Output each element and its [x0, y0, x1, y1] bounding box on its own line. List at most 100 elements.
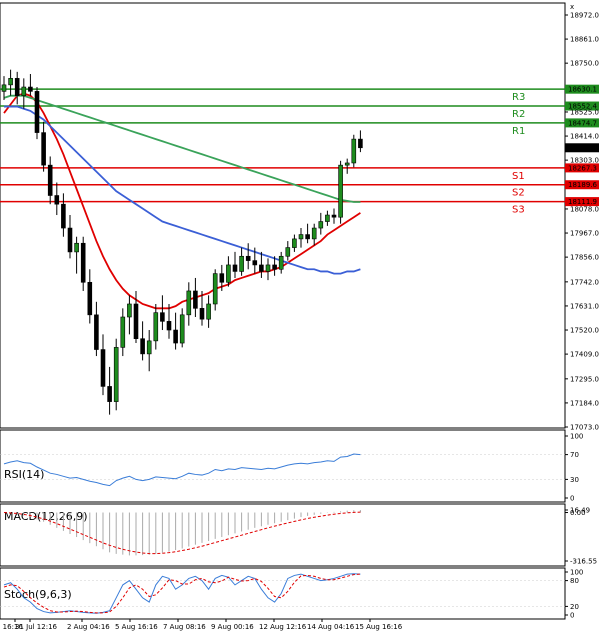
macd-tick-label: 16.49 [570, 507, 590, 515]
candle-body [54, 195, 60, 205]
stoch-k-line [3, 573, 361, 614]
price-tick-label: 18525.0 [570, 108, 599, 116]
candle-body [94, 314, 99, 350]
candle [140, 321, 145, 361]
moving-averages [3, 92, 361, 310]
time-tick-label: 31 Jul 12:16 [15, 623, 58, 631]
candle-body [153, 312, 159, 342]
candle-body [21, 86, 27, 97]
candle [252, 247, 258, 274]
rsi-tick-label: 100 [570, 433, 583, 441]
level-label-s2: S2 [512, 188, 525, 199]
time-tick-label: 12 Aug 12:16 [259, 623, 307, 631]
candle-body [245, 255, 251, 261]
candle-body [331, 214, 337, 218]
candle [278, 251, 284, 274]
candle-body [298, 234, 304, 240]
candle [173, 312, 178, 350]
candle-body [133, 303, 139, 339]
rsi-label: RSI(14) [4, 468, 44, 481]
macd-histogram [3, 510, 361, 556]
time-tick-label: 7 Aug 08:16 [163, 623, 206, 631]
candle-body [28, 86, 33, 92]
candle [285, 241, 291, 261]
level-label-s3: S3 [512, 205, 525, 216]
candle [113, 338, 119, 411]
time-tick-label: Jul 16:16 [0, 623, 23, 631]
price-tick-label: 18750.0 [570, 60, 599, 68]
candle [272, 256, 277, 276]
price-tick-label: 18303.0 [570, 157, 599, 165]
candle-body [87, 281, 93, 316]
candle [74, 236, 79, 274]
candle-body [212, 273, 218, 305]
candle-body [232, 264, 238, 272]
price-tick-label: 18972.0 [570, 12, 599, 20]
candle [166, 303, 172, 339]
rsi-tick-label: 70 [570, 451, 579, 459]
level-tag-bg [565, 163, 599, 173]
level-tag-bg [565, 101, 599, 111]
candle-body [8, 78, 13, 86]
moving-average-line [4, 105, 361, 275]
level-tag-s1: 18267.3 [568, 164, 597, 172]
price-tick-label: 18414.0 [570, 133, 599, 141]
candle-body [140, 338, 145, 355]
rsi-line [3, 453, 361, 487]
stoch-d-line [3, 573, 361, 614]
candle [179, 308, 185, 348]
level-tag-bg [565, 118, 599, 128]
price-tick-label: 17520.0 [570, 327, 599, 335]
time-tick-label: 15 Aug 16:16 [355, 623, 403, 631]
candle [206, 295, 211, 328]
candle [358, 130, 363, 153]
level-label-r1: R1 [512, 126, 525, 137]
candle-body [173, 329, 178, 344]
candle-body [239, 255, 244, 272]
price-axis: 18972.0 18861.0 18750.0 18525.0 18414.0 18303… [565, 12, 599, 432]
pivot-levels: R3 18630.1 R2 18552.4 R1 18474.7 S1 18267.3 S2 18… [0, 84, 599, 216]
candle-body [344, 162, 350, 166]
candle [239, 247, 244, 276]
candle [14, 71, 20, 105]
candle-body [1, 84, 7, 92]
candle [133, 290, 139, 344]
candle-body [67, 227, 73, 253]
candle-body [193, 290, 198, 309]
candle-body [226, 264, 231, 283]
candle [298, 228, 304, 248]
candle-body [146, 340, 152, 355]
candle-body [41, 132, 46, 166]
price-tick-label: 17856.0 [570, 254, 599, 262]
level-tag-s3: 18111.9 [568, 198, 597, 206]
candle [21, 78, 27, 109]
candle [226, 256, 231, 287]
macd-axis: 16.490.00 -316.55 [565, 507, 597, 566]
stoch-tick-label: 80 [570, 577, 579, 585]
last-price-tag: 18360.0 [568, 144, 597, 152]
candle [160, 295, 165, 331]
candle-body [179, 314, 185, 344]
candle-body [186, 290, 192, 316]
candle [34, 87, 40, 140]
price-panel: R3 18630.1 R2 18552.4 R1 18474.7 S1 18267.3 S2 18… [0, 2, 599, 432]
candle [338, 160, 343, 224]
moving-average-line [3, 92, 361, 310]
candle-body [351, 138, 357, 164]
svg-text:x: x [570, 3, 574, 11]
candle [41, 121, 46, 172]
level-label-s1: S1 [512, 171, 525, 182]
candle [351, 134, 357, 168]
level-tag-bg [565, 84, 599, 94]
macd-tick-label: 0.00 [570, 509, 586, 517]
price-tick-label: 17742.0 [570, 278, 599, 286]
candle [94, 301, 99, 357]
candle-body [338, 164, 343, 218]
candle [232, 251, 238, 278]
price-tick-label: 17967.0 [570, 230, 599, 238]
candle [311, 223, 317, 246]
candle-body [206, 303, 211, 320]
candle-body [160, 312, 165, 322]
candle [61, 193, 66, 237]
